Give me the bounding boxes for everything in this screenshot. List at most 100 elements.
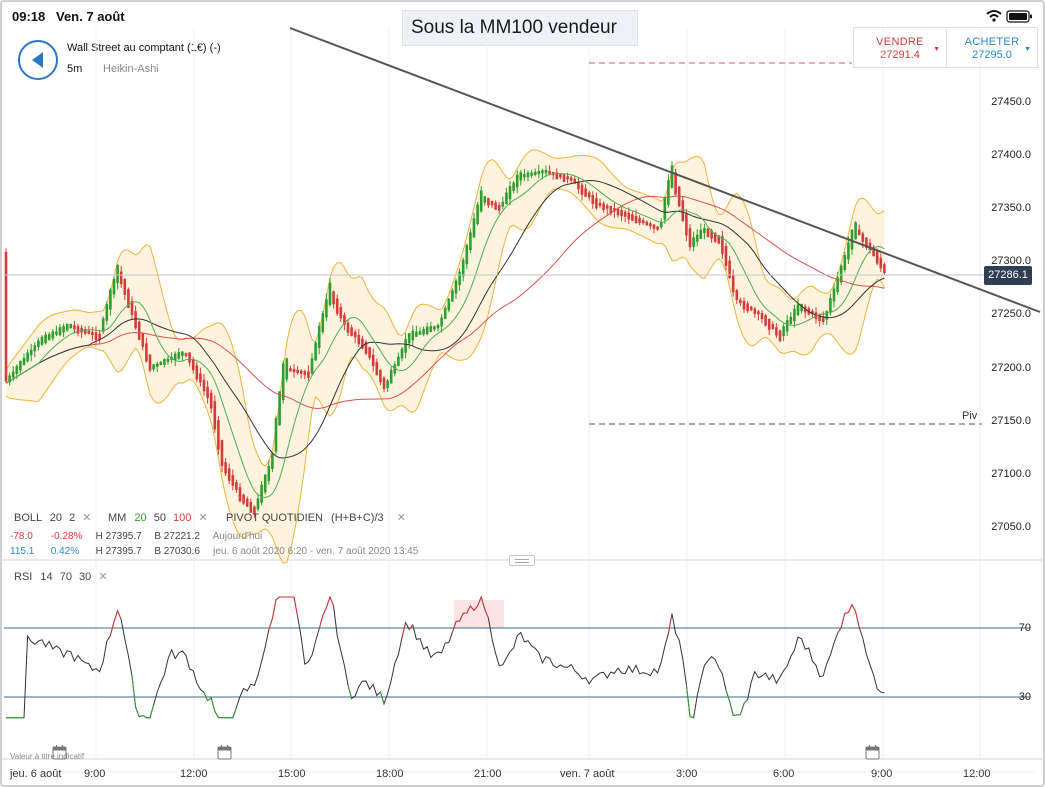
- timeframe-selector[interactable]: 5m: [67, 63, 83, 75]
- legend-rsi[interactable]: RSI 14 70 30 ✕: [14, 570, 108, 583]
- candle: [253, 505, 256, 518]
- price-axis-label: 27200.0: [991, 362, 1031, 374]
- candle-body: [645, 221, 649, 226]
- candle: [8, 372, 11, 386]
- candle: [26, 349, 29, 363]
- candle-body: [656, 226, 659, 230]
- candle: [620, 206, 623, 222]
- candle-body: [782, 326, 785, 337]
- candle: [663, 196, 667, 224]
- candle: [753, 306, 757, 318]
- candle-body: [346, 322, 350, 333]
- rsi-extreme-segment: [214, 711, 219, 718]
- rsi-axis-label-30: 30: [1018, 691, 1031, 703]
- close-icon[interactable]: ✕: [198, 512, 208, 524]
- candle-body: [4, 251, 8, 382]
- candle: [263, 473, 267, 495]
- candle: [595, 192, 598, 210]
- candle: [58, 324, 62, 337]
- candle: [231, 469, 235, 491]
- legend-pivot[interactable]: PIVOT QUOTIDIEN (H+B+C)/3 ✕: [226, 511, 406, 524]
- candle: [487, 197, 490, 209]
- candle-body: [850, 229, 854, 250]
- close-icon[interactable]: ✕: [396, 512, 406, 524]
- legend-boll[interactable]: BOLL 20 2 ✕: [14, 511, 92, 524]
- legend-boll-p2: 2: [69, 512, 76, 524]
- candle-body: [483, 196, 487, 203]
- candle: [692, 231, 695, 252]
- candle-body: [184, 353, 188, 357]
- candle: [760, 310, 764, 324]
- candle: [220, 439, 224, 473]
- candle: [447, 297, 451, 313]
- candle: [177, 347, 181, 361]
- candle: [688, 224, 692, 251]
- time-axis-label: ven. 7 août: [560, 768, 615, 780]
- candle: [285, 357, 289, 383]
- candle-body: [451, 290, 454, 302]
- candle: [29, 343, 33, 362]
- candle: [436, 323, 440, 332]
- candle: [245, 496, 249, 507]
- candle: [249, 498, 253, 513]
- back-button[interactable]: [18, 40, 58, 80]
- candle: [202, 373, 206, 396]
- instrument-name[interactable]: Wall Street au comptant (1€) (-): [67, 42, 221, 54]
- legend-mm[interactable]: MM 20 50 100 ✕: [108, 511, 208, 524]
- candle: [508, 180, 512, 206]
- candle-body: [69, 323, 73, 329]
- candle-body: [181, 351, 184, 356]
- candle-body: [195, 365, 199, 380]
- candle-body: [634, 215, 638, 223]
- candle-body: [836, 277, 839, 293]
- trendline[interactable]: [289, 27, 1041, 313]
- candle-body: [101, 318, 105, 332]
- candle-body: [411, 330, 415, 341]
- candle-body: [209, 392, 213, 409]
- candle-body: [433, 326, 436, 330]
- candle-body: [245, 498, 249, 507]
- candle-body: [51, 331, 55, 339]
- candle: [562, 174, 566, 183]
- grid-lines: [95, 28, 981, 759]
- rsi-extreme-segment: [117, 610, 122, 620]
- candle-body: [591, 195, 595, 204]
- candle: [699, 223, 703, 239]
- candle-body: [267, 466, 271, 481]
- battery-icon: [1006, 10, 1032, 23]
- candle-body: [55, 331, 58, 335]
- candle-body: [688, 228, 692, 248]
- rsi-extreme-segment: [207, 697, 212, 702]
- chart-style-selector[interactable]: Heikin-Ashi: [103, 63, 159, 75]
- candle: [256, 493, 260, 512]
- candle: [425, 322, 429, 336]
- bollinger-upper-line: [5, 149, 885, 467]
- candle-body: [224, 462, 227, 474]
- candle-body: [839, 265, 843, 283]
- time-axis-label: 12:00: [963, 768, 991, 780]
- candle-body: [152, 364, 155, 370]
- candle-body: [796, 304, 800, 316]
- candle: [51, 329, 55, 341]
- candle-body: [458, 271, 461, 286]
- sell-button[interactable]: VENDRE 27291.4 ▼: [853, 27, 947, 68]
- candle: [173, 351, 177, 367]
- candle: [638, 215, 641, 226]
- candle: [735, 288, 739, 305]
- close-icon[interactable]: ✕: [98, 571, 108, 583]
- candle: [62, 323, 65, 338]
- close-icon[interactable]: ✕: [82, 512, 92, 524]
- candle: [641, 217, 645, 225]
- buy-button[interactable]: ACHETER 27295.0 ▼: [946, 27, 1038, 68]
- candle-body: [609, 205, 613, 214]
- candle-body: [566, 176, 569, 180]
- panel-resize-handle[interactable]: [509, 555, 535, 566]
- calendar-icon: [865, 745, 880, 760]
- candle: [397, 352, 400, 367]
- candle-body: [400, 348, 404, 359]
- candle-body: [742, 300, 746, 310]
- candle: [418, 327, 422, 336]
- candle-body: [112, 279, 116, 295]
- candle: [328, 278, 332, 307]
